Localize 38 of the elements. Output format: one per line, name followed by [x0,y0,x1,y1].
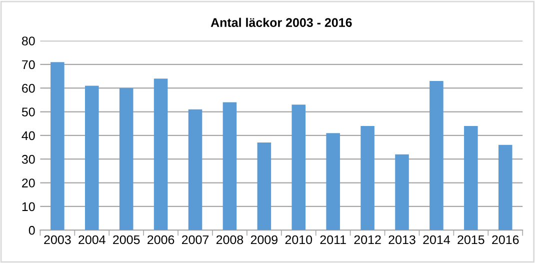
y-tick-label: 30 [22,154,35,164]
y-tick-label: 80 [22,36,35,46]
x-tick-label: 2010 [285,235,312,244]
x-tick-label: 2014 [423,235,450,244]
y-tick-label: 60 [22,84,35,93]
y-tick-label: 50 [22,108,35,116]
y-tick-label: 20 [22,178,35,188]
bar [188,109,202,230]
y-tick-label: 70 [22,60,35,70]
x-tick-label: 2004 [78,235,106,244]
x-tick-label: 2005 [113,235,140,244]
y-tick-label: 0 [28,226,35,235]
bar [84,86,99,230]
bar [292,104,306,230]
y-tick-label: 40 [22,131,35,140]
x-tick-label: 2013 [388,235,416,244]
x-tick-label: 2006 [148,235,174,244]
x-tick-label: 2011 [320,235,346,244]
bar [257,142,272,230]
chart-title: Antal läckor 2003 - 2016 [210,18,352,28]
x-tick-label: 2008 [216,235,244,244]
bar [326,133,340,230]
x-tick-label: 2012 [354,235,381,244]
y-tick-label: 10 [22,202,35,212]
x-tick-label: 2007 [182,235,209,244]
x-tick-label: 2009 [250,235,278,244]
bar [464,126,478,230]
x-tick-label: 2003 [44,235,71,244]
bar [360,126,374,230]
bar [430,81,444,230]
bar [119,88,134,230]
bar [395,154,409,230]
bar [222,102,237,230]
x-tick-label: 2016 [492,235,519,244]
bar [498,144,512,230]
x-tick-label: 2015 [458,235,484,244]
bar [154,78,168,230]
bar [50,62,64,230]
